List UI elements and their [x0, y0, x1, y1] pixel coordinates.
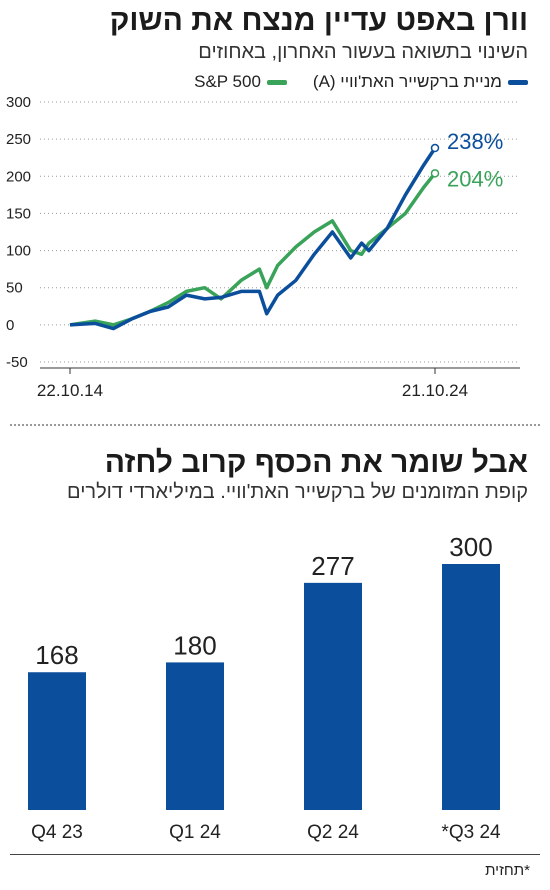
bottom-rule: [10, 854, 540, 855]
end-marker-sp500: [430, 169, 440, 178]
bar-category-label: *Q3 24: [441, 822, 501, 843]
y-tick-label: 250: [6, 131, 31, 148]
y-tick-label: 200: [6, 168, 31, 185]
bar-category-label: Q2 24: [307, 822, 359, 843]
legend-item-berkshire: מניית ברקשייר האת'וויי (A): [313, 72, 528, 92]
top-chart-subtitle: השינוי בתשואה בעשור האחרון, באחוזים: [198, 41, 528, 63]
bar-chart: 168 Q4 23 180 Q1 24 277 Q2 24 300 *Q3 24: [28, 532, 501, 843]
series-line-sp500: [69, 172, 437, 327]
section-divider: [10, 424, 540, 426]
x-tick-label: 21.10.24: [402, 381, 468, 400]
bar: [304, 582, 362, 810]
legend-item-sp500: S&P 500: [194, 72, 287, 92]
bar-value-label: 180: [173, 630, 216, 660]
y-tick-label: -50: [6, 354, 28, 371]
top-chart-title: וורן באפט עדיין מנצח את השוק: [109, 4, 528, 37]
legend-label-sp500: S&P 500: [194, 72, 261, 91]
bottom-chart-title: אבל שומר את הכסף קרוב לחזה: [104, 446, 528, 479]
bar-category-label: Q4 23: [31, 822, 83, 843]
legend-swatch-berkshire: [508, 79, 528, 85]
bar-value-label: 300: [449, 532, 492, 562]
line-chart: 300 250 200 150 100 50 0 -50 22.10.14 21.10.24 238…: [6, 94, 520, 400]
bar-value-label: 277: [311, 551, 354, 581]
legend: מניית ברקשייר האת'וויי (A) S&P 500: [194, 72, 528, 92]
end-label-berkshire: 238%: [447, 129, 503, 154]
bottom-chart-subtitle: קופת המזומנים של ברקשייר האת'וויי. במילי…: [67, 481, 528, 503]
y-tick-label: 150: [6, 205, 31, 222]
y-tick-label: 0: [6, 317, 14, 334]
end-label-sp500: 204%: [447, 166, 503, 191]
bar: [28, 672, 86, 810]
y-tick-label: 50: [6, 280, 23, 297]
series-line-berkshire: [69, 147, 437, 331]
end-marker-berkshire: [430, 143, 440, 153]
bar: [442, 564, 500, 810]
legend-swatch-sp500: [266, 79, 287, 85]
bar-value-label: 168: [35, 640, 78, 670]
bar-category-label: Q1 24: [169, 822, 221, 843]
x-tick-label: 22.10.14: [37, 381, 103, 400]
bar: [166, 662, 224, 810]
legend-label-berkshire: מניית ברקשייר האת'וויי (A): [312, 72, 502, 91]
y-tick-label: 100: [6, 243, 31, 260]
footnote: *תחזית: [485, 862, 530, 879]
y-tick-label: 300: [6, 94, 31, 111]
